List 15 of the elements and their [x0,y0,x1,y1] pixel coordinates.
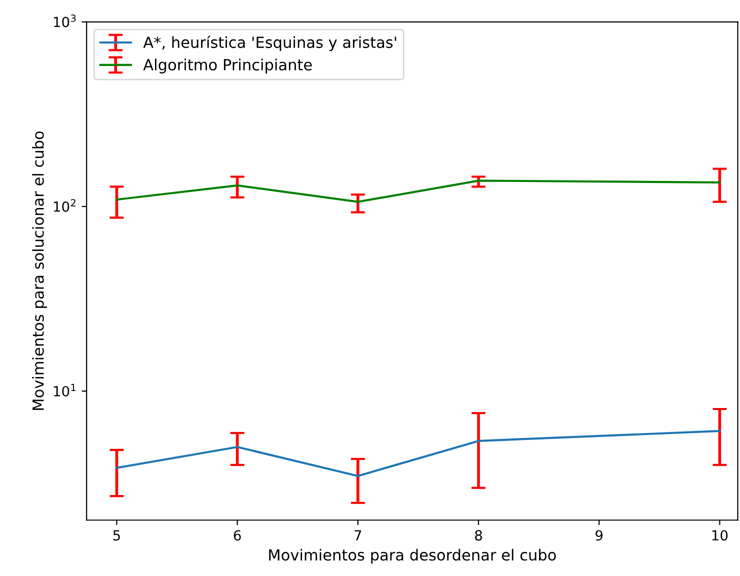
x-tick-label: 7 [354,530,362,540]
x-tick-label: 6 [234,530,241,541]
y-axis-title: Movimientos para solucionar el cubo [32,131,47,410]
y-tick-label: 10$^{3}$ [54,14,76,28]
legend-label: Algoritmo Principiante [143,58,312,74]
x-tick-label: 10 [712,530,728,541]
x-tick-label: 5 [113,530,120,541]
line-series [116,180,721,203]
x-axis-title: Movimientos para desordenar el cubo [269,548,556,564]
legend-label: A*, heurística 'Esquinas y aristas' [143,36,396,52]
line-series [116,430,721,477]
x-tick-label: 8 [475,530,482,541]
y-tick-label: 10$^{1}$ [54,384,76,396]
x-tick-label: 9 [596,530,603,541]
y-tick-label: 10$^{2}$ [54,199,76,212]
